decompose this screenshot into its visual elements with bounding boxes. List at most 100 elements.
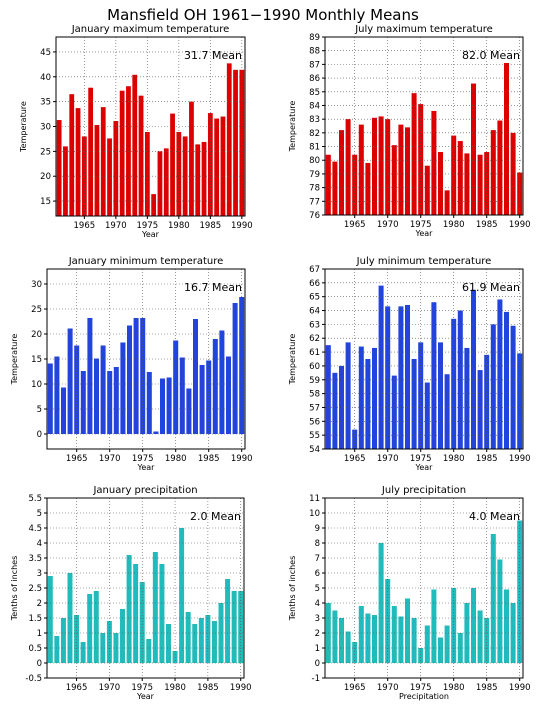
bar-1987: [497, 120, 503, 215]
bar-1972: [398, 124, 404, 215]
bar-1968: [371, 347, 378, 449]
bar-1974: [133, 318, 139, 434]
bar-1982: [186, 388, 192, 434]
bar-1983: [195, 144, 201, 216]
chart-panel-4: July minimum temperature 54 55 56 57 58 59 60 61…: [288, 256, 531, 472]
y-tick-label: 30: [31, 280, 42, 290]
bar-1984: [477, 610, 483, 663]
bar-1966: [358, 124, 364, 215]
x-axis-label: Year: [136, 692, 155, 701]
bar-1983: [470, 289, 477, 449]
y-tick-label: 4: [315, 599, 320, 609]
x-tick-label: 1975: [137, 221, 159, 231]
bar-1965: [352, 642, 358, 663]
bar-1975: [139, 582, 145, 663]
bar-1988: [225, 579, 231, 663]
bar-1978: [437, 637, 444, 663]
bar-1984: [477, 154, 483, 215]
x-tick-label: 1975: [131, 683, 153, 693]
bar-1984: [477, 370, 483, 449]
y-tick-label: 76: [309, 211, 320, 221]
bar-1972: [120, 609, 126, 663]
bar-1982: [185, 612, 191, 663]
bar-1989: [233, 69, 238, 216]
y-axis-label: Temperature: [10, 334, 19, 386]
bar-1976: [424, 625, 430, 663]
x-tick-label: 1990: [231, 221, 253, 231]
bar-1989: [232, 303, 238, 434]
y-tick-label: -1: [312, 674, 320, 684]
plot-frame: [324, 268, 524, 450]
x-tick-label: 1985: [198, 454, 220, 464]
bar-1989: [231, 591, 237, 663]
chart-panel-1: January maximum temperature 15 20 25 30 35 40 4…: [19, 24, 253, 239]
y-tick-label: 65: [309, 293, 320, 303]
x-tick-label: 1965: [66, 683, 88, 693]
bar-1968: [371, 117, 378, 215]
y-tick-label: 60: [309, 362, 320, 372]
y-tick-label: 61: [309, 348, 320, 358]
bar-1961: [47, 363, 53, 434]
y-tick-label: 15: [40, 197, 51, 207]
bar-1970: [385, 119, 391, 215]
bar-1982: [189, 101, 194, 216]
bar-1966: [80, 642, 86, 663]
y-tick-label: 87: [309, 60, 320, 70]
x-axis-label: Year: [141, 230, 160, 239]
bar-1988: [503, 311, 510, 449]
x-axis-label: Year: [137, 463, 156, 472]
bar-1977: [157, 151, 163, 216]
panel-title: January precipitation: [92, 485, 197, 496]
bar-1967: [365, 162, 371, 215]
bar-1968: [93, 358, 100, 434]
bar-1969: [100, 633, 106, 663]
y-tick-label: 0: [315, 659, 320, 669]
bar-1962: [54, 356, 60, 434]
x-axis-label: Precipitation: [399, 692, 449, 701]
bar-1963: [338, 618, 345, 663]
bar-1987: [219, 330, 225, 434]
x-tick-label: 1985: [476, 683, 498, 693]
bar-1984: [199, 365, 205, 434]
bar-1979: [444, 190, 450, 215]
bar-1962: [332, 610, 338, 663]
y-tick-label: 25: [40, 147, 51, 157]
x-tick-label: 1970: [99, 683, 121, 693]
y-tick-label: 67: [309, 265, 320, 275]
bar-1970: [113, 121, 119, 216]
x-tick-label: 1990: [230, 683, 252, 693]
bar-1986: [211, 621, 217, 663]
y-tick-label: 3: [315, 614, 320, 624]
y-tick-label: 3.5: [28, 554, 42, 564]
panel-title: July minimum temperature: [356, 256, 492, 267]
bar-1978: [159, 564, 165, 663]
bar-1984: [198, 618, 204, 663]
bar-1964: [345, 342, 351, 449]
y-tick-label: 84: [309, 101, 320, 111]
bar-1989: [510, 325, 516, 449]
bar-1984: [201, 141, 207, 216]
bar-1987: [497, 299, 503, 449]
bar-1969: [378, 543, 384, 663]
chart-panel-5: January precipitation -0.5 0 0.5 1 1.5 2 2.5 3 3.…: [10, 485, 252, 701]
bar-1973: [404, 598, 411, 663]
y-tick-label: 54: [309, 445, 320, 455]
bar-1978: [159, 378, 166, 434]
y-tick-label: 20: [31, 330, 42, 340]
chart-panel-2: July maximum temperature 76 77 78 79 80 81 82 83…: [288, 24, 531, 238]
y-axis-label: Tenths of inches: [10, 556, 19, 622]
bar-1967: [87, 594, 93, 663]
bar-1968: [93, 591, 99, 663]
bar-1963: [60, 387, 67, 434]
bar-1970: [107, 371, 113, 434]
bar-1966: [80, 371, 86, 434]
y-tick-label: 2: [37, 599, 42, 609]
y-tick-label: 5.5: [28, 494, 42, 504]
bar-1963: [69, 94, 75, 216]
bar-1963: [338, 365, 345, 449]
bar-1967: [365, 613, 371, 663]
bar-1974: [138, 95, 144, 216]
y-tick-label: 64: [309, 307, 320, 317]
bar-1972: [120, 342, 126, 434]
bar-1973: [404, 127, 411, 215]
